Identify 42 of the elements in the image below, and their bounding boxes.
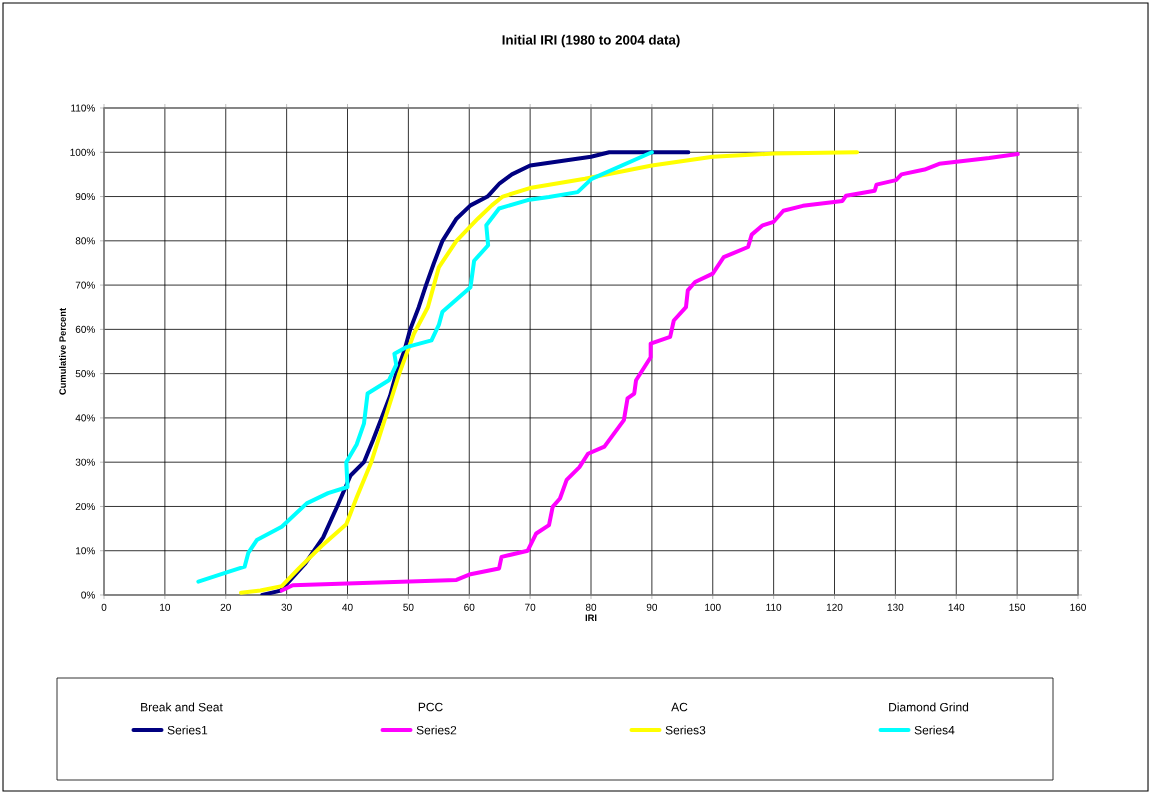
legend-label: Series3: [665, 725, 706, 735]
y-tick-label: 10%: [76, 547, 95, 555]
x-tick-label: 40: [342, 603, 353, 611]
x-axis-title: IRI: [585, 614, 597, 622]
line-series: [279, 152, 1020, 593]
legend-label: Series4: [914, 725, 955, 735]
line-series: [196, 150, 654, 584]
x-tick-label: 50: [403, 603, 414, 611]
x-tick-label: 100: [705, 603, 721, 611]
x-tick-label: 70: [525, 603, 536, 611]
y-tick-label: 80%: [75, 237, 95, 245]
y-tick-label: 90%: [75, 193, 95, 201]
x-tick-label: 80: [585, 603, 597, 611]
x-tick-label: 140: [948, 603, 965, 611]
text: Break and Seat: [141, 702, 223, 712]
x-tick-label: 30: [281, 603, 292, 611]
chart-title: Initial IRI (1980 to 2004 data): [502, 34, 680, 48]
y-tick-label: 30%: [75, 458, 95, 466]
x-tick-label: 110: [766, 603, 782, 611]
x-tick-label: 10: [160, 603, 171, 611]
y-tick-label: 60%: [75, 325, 95, 333]
y-axis-title: Cumulative Percent: [59, 308, 66, 395]
x-tick-label: 20: [220, 603, 231, 611]
y-tick-label: 70%: [75, 281, 95, 289]
y-tick-label: 100%: [70, 148, 95, 156]
legend-label: Series1: [167, 725, 208, 735]
x-tick-label: 60: [464, 603, 475, 611]
text: PCC: [418, 702, 443, 712]
x-tick-label: 90: [646, 603, 658, 611]
x-tick-label: 150: [1009, 603, 1026, 611]
y-tick-label: 50%: [75, 370, 95, 378]
x-tick-label: 0: [101, 603, 107, 611]
legend-label: Series2: [416, 725, 457, 735]
text: AC: [671, 702, 688, 712]
x-tick-label: 160: [1070, 603, 1086, 611]
x-tick-label: 130: [887, 603, 904, 611]
text: Diamond Grind: [889, 702, 969, 712]
y-tick-label: 110%: [71, 104, 95, 112]
y-tick-label: 40%: [75, 414, 95, 422]
x-tick-label: 120: [826, 603, 843, 611]
y-tick-label: 0%: [81, 591, 95, 599]
y-tick-label: 20%: [75, 502, 95, 510]
